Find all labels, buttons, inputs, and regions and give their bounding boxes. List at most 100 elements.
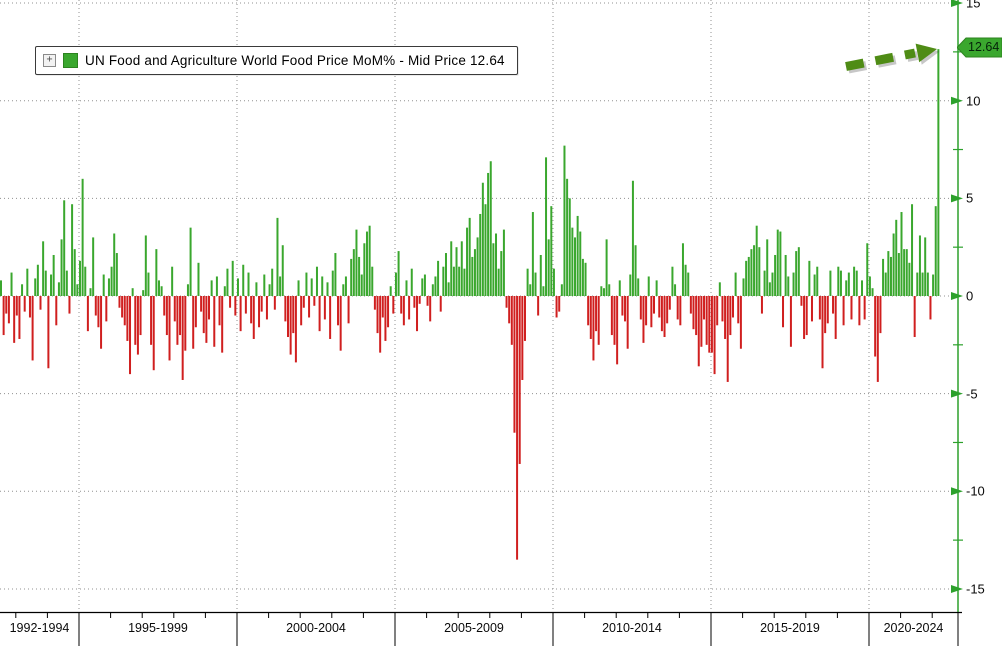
bar-positive: [352, 249, 355, 296]
bar-negative: [789, 296, 792, 347]
bar-negative: [610, 296, 613, 336]
bar-positive: [371, 266, 374, 296]
bar-negative: [429, 296, 432, 322]
bar-positive: [647, 276, 650, 296]
bar-negative: [265, 296, 268, 320]
bar-negative: [700, 296, 703, 347]
bar-negative: [697, 296, 700, 367]
bar-positive: [394, 272, 397, 296]
bar-negative: [624, 296, 627, 322]
bar-positive: [305, 272, 308, 296]
bar-positive: [529, 284, 532, 296]
bar-negative: [426, 296, 429, 306]
bar-negative: [179, 296, 182, 336]
bar-negative: [510, 296, 513, 345]
bar-positive: [816, 266, 819, 296]
bar-positive: [605, 239, 608, 296]
y-tick-arrow-icon: [951, 194, 963, 203]
bar-negative: [400, 296, 403, 314]
bar-negative: [653, 296, 655, 314]
bar-negative: [347, 296, 350, 324]
bar-positive: [766, 239, 769, 296]
bar-negative: [645, 296, 648, 326]
bar-positive: [671, 266, 674, 296]
bar-positive: [102, 274, 105, 296]
bar-negative: [221, 296, 224, 353]
x-section-label: 2000-2004: [286, 621, 346, 635]
bar-negative: [23, 296, 26, 312]
bar-negative: [616, 296, 619, 365]
bar-positive: [547, 239, 550, 296]
bar-negative: [621, 296, 624, 316]
bar-negative: [713, 296, 716, 375]
bar-positive: [437, 260, 440, 296]
bar-positive: [268, 284, 271, 296]
y-tick-label: -10: [966, 483, 985, 499]
bar-negative: [842, 296, 845, 326]
bar-negative: [7, 296, 10, 324]
bar-positive: [637, 278, 640, 296]
bar-positive: [160, 286, 163, 297]
bar-negative: [597, 296, 600, 345]
x-section-label: 1992-1994: [9, 621, 70, 635]
bar-positive: [576, 215, 579, 296]
bar-positive: [84, 266, 87, 296]
bar-negative: [289, 296, 292, 355]
bar-positive: [924, 237, 927, 296]
bar-negative: [518, 296, 521, 464]
bar-negative: [705, 296, 708, 345]
bar-negative: [708, 296, 711, 353]
bar-positive: [768, 282, 771, 296]
bar-positive: [839, 270, 842, 296]
bar-negative: [181, 296, 184, 380]
bar-negative: [192, 296, 195, 349]
bar-negative: [313, 296, 316, 306]
bar-positive: [847, 272, 850, 296]
bar-positive: [545, 157, 548, 296]
bar-negative: [782, 296, 785, 328]
bar-positive: [853, 266, 856, 296]
bar-negative: [176, 296, 179, 345]
bar-positive: [321, 276, 324, 296]
bar-negative: [729, 296, 732, 336]
bar-negative: [589, 296, 592, 339]
bar-negative: [592, 296, 595, 361]
bar-negative: [760, 296, 763, 314]
bar-negative: [721, 296, 724, 322]
bar-positive: [497, 268, 500, 296]
bar-negative: [874, 296, 877, 357]
bar-negative: [695, 296, 698, 336]
bar-negative: [929, 296, 932, 320]
bar-positive: [792, 272, 795, 296]
legend-expand-icon[interactable]: +: [43, 54, 56, 67]
bar-negative: [250, 296, 253, 324]
bar-positive: [747, 256, 750, 296]
bar-negative: [555, 296, 558, 318]
bar-negative: [163, 296, 166, 316]
bar-positive: [560, 284, 563, 296]
bar-negative: [392, 296, 395, 314]
y-tick-label: 0: [966, 288, 974, 304]
bar-positive: [73, 249, 76, 296]
bar-negative: [692, 296, 695, 330]
bar-positive: [634, 245, 637, 296]
bar-negative: [810, 296, 813, 322]
bar-negative: [218, 296, 221, 326]
bar-positive: [57, 282, 60, 296]
bar-negative: [408, 296, 411, 320]
bar-positive: [808, 260, 811, 296]
bar-positive: [855, 270, 858, 296]
x-section-label: 2020-2024: [883, 621, 944, 635]
legend[interactable]: + UN Food and Agriculture World Food Pri…: [35, 46, 518, 75]
bar-positive: [887, 251, 890, 296]
bar-negative: [505, 296, 508, 308]
bar-negative: [863, 296, 866, 320]
bar-positive: [363, 243, 366, 296]
y-tick-arrow-icon: [951, 584, 963, 593]
bar-positive: [742, 278, 745, 296]
bar-positive: [463, 268, 466, 296]
bar-positive: [466, 227, 469, 296]
bar-positive: [608, 284, 611, 296]
bar-positive: [813, 274, 816, 296]
